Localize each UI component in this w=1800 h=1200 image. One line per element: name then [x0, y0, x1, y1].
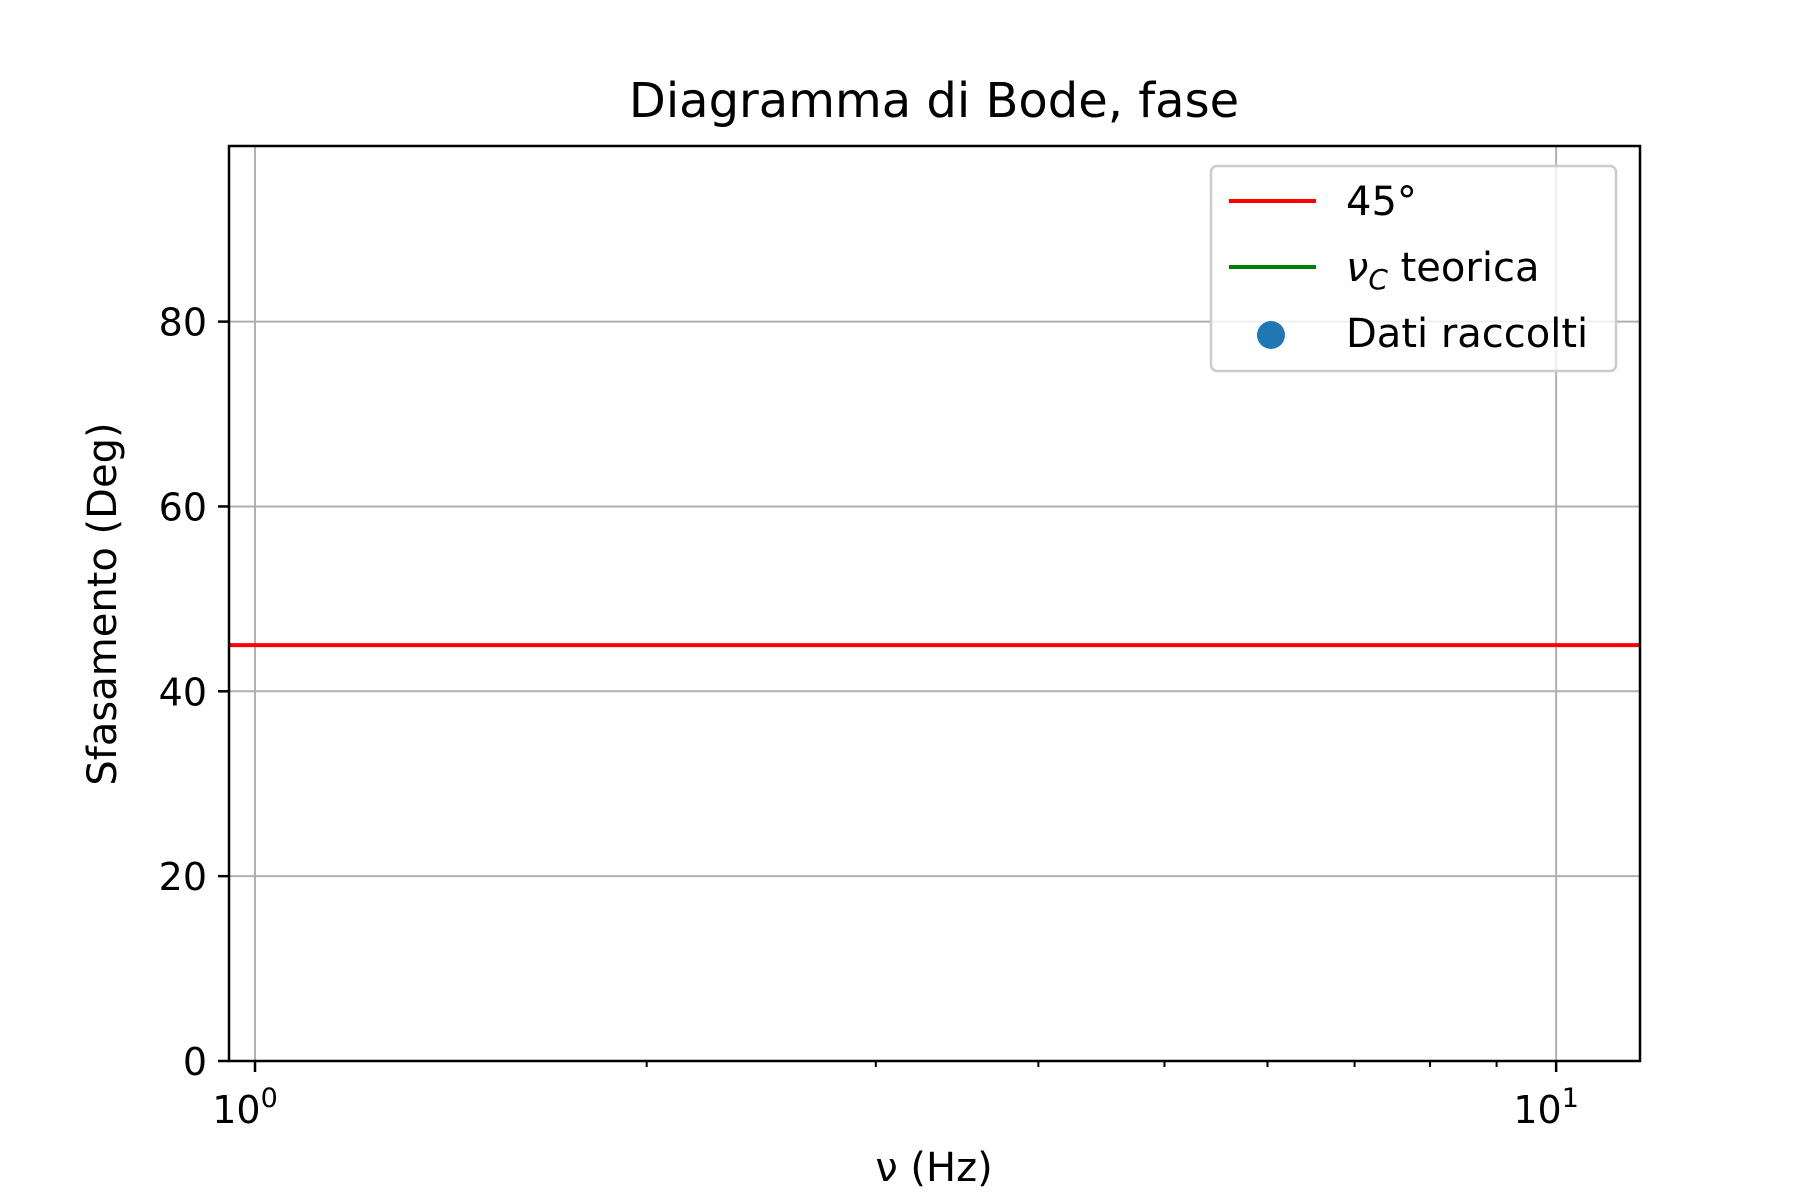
y-tick-label: 0 — [183, 1040, 207, 1084]
y-tick-label: 20 — [159, 855, 207, 899]
legend-label: 45° — [1346, 179, 1417, 225]
legend-marker-dati — [1257, 321, 1285, 349]
y-tick-label: 80 — [159, 301, 207, 345]
y-tick-label: 60 — [159, 485, 207, 529]
legend: 45° νC teorica Dati raccolti — [1209, 164, 1618, 373]
y-axis-label: Sfasamento (Deg) — [80, 422, 126, 785]
y-tick-label: 40 — [159, 670, 207, 714]
legend-label: Dati raccolti — [1346, 311, 1588, 357]
x-tick-label: 101 — [1513, 1083, 1579, 1132]
chart-title: Diagramma di Bode, fase — [629, 73, 1239, 129]
x-tick-label: 100 — [212, 1083, 278, 1132]
legend-label: νC teorica — [1346, 245, 1539, 296]
axes-frame — [227, 144, 1642, 1063]
legend-box — [1209, 164, 1618, 373]
x-axis-label: ν (Hz) — [875, 1145, 992, 1191]
ticks: 0 20 40 60 80 100 101 — [159, 301, 1579, 1132]
